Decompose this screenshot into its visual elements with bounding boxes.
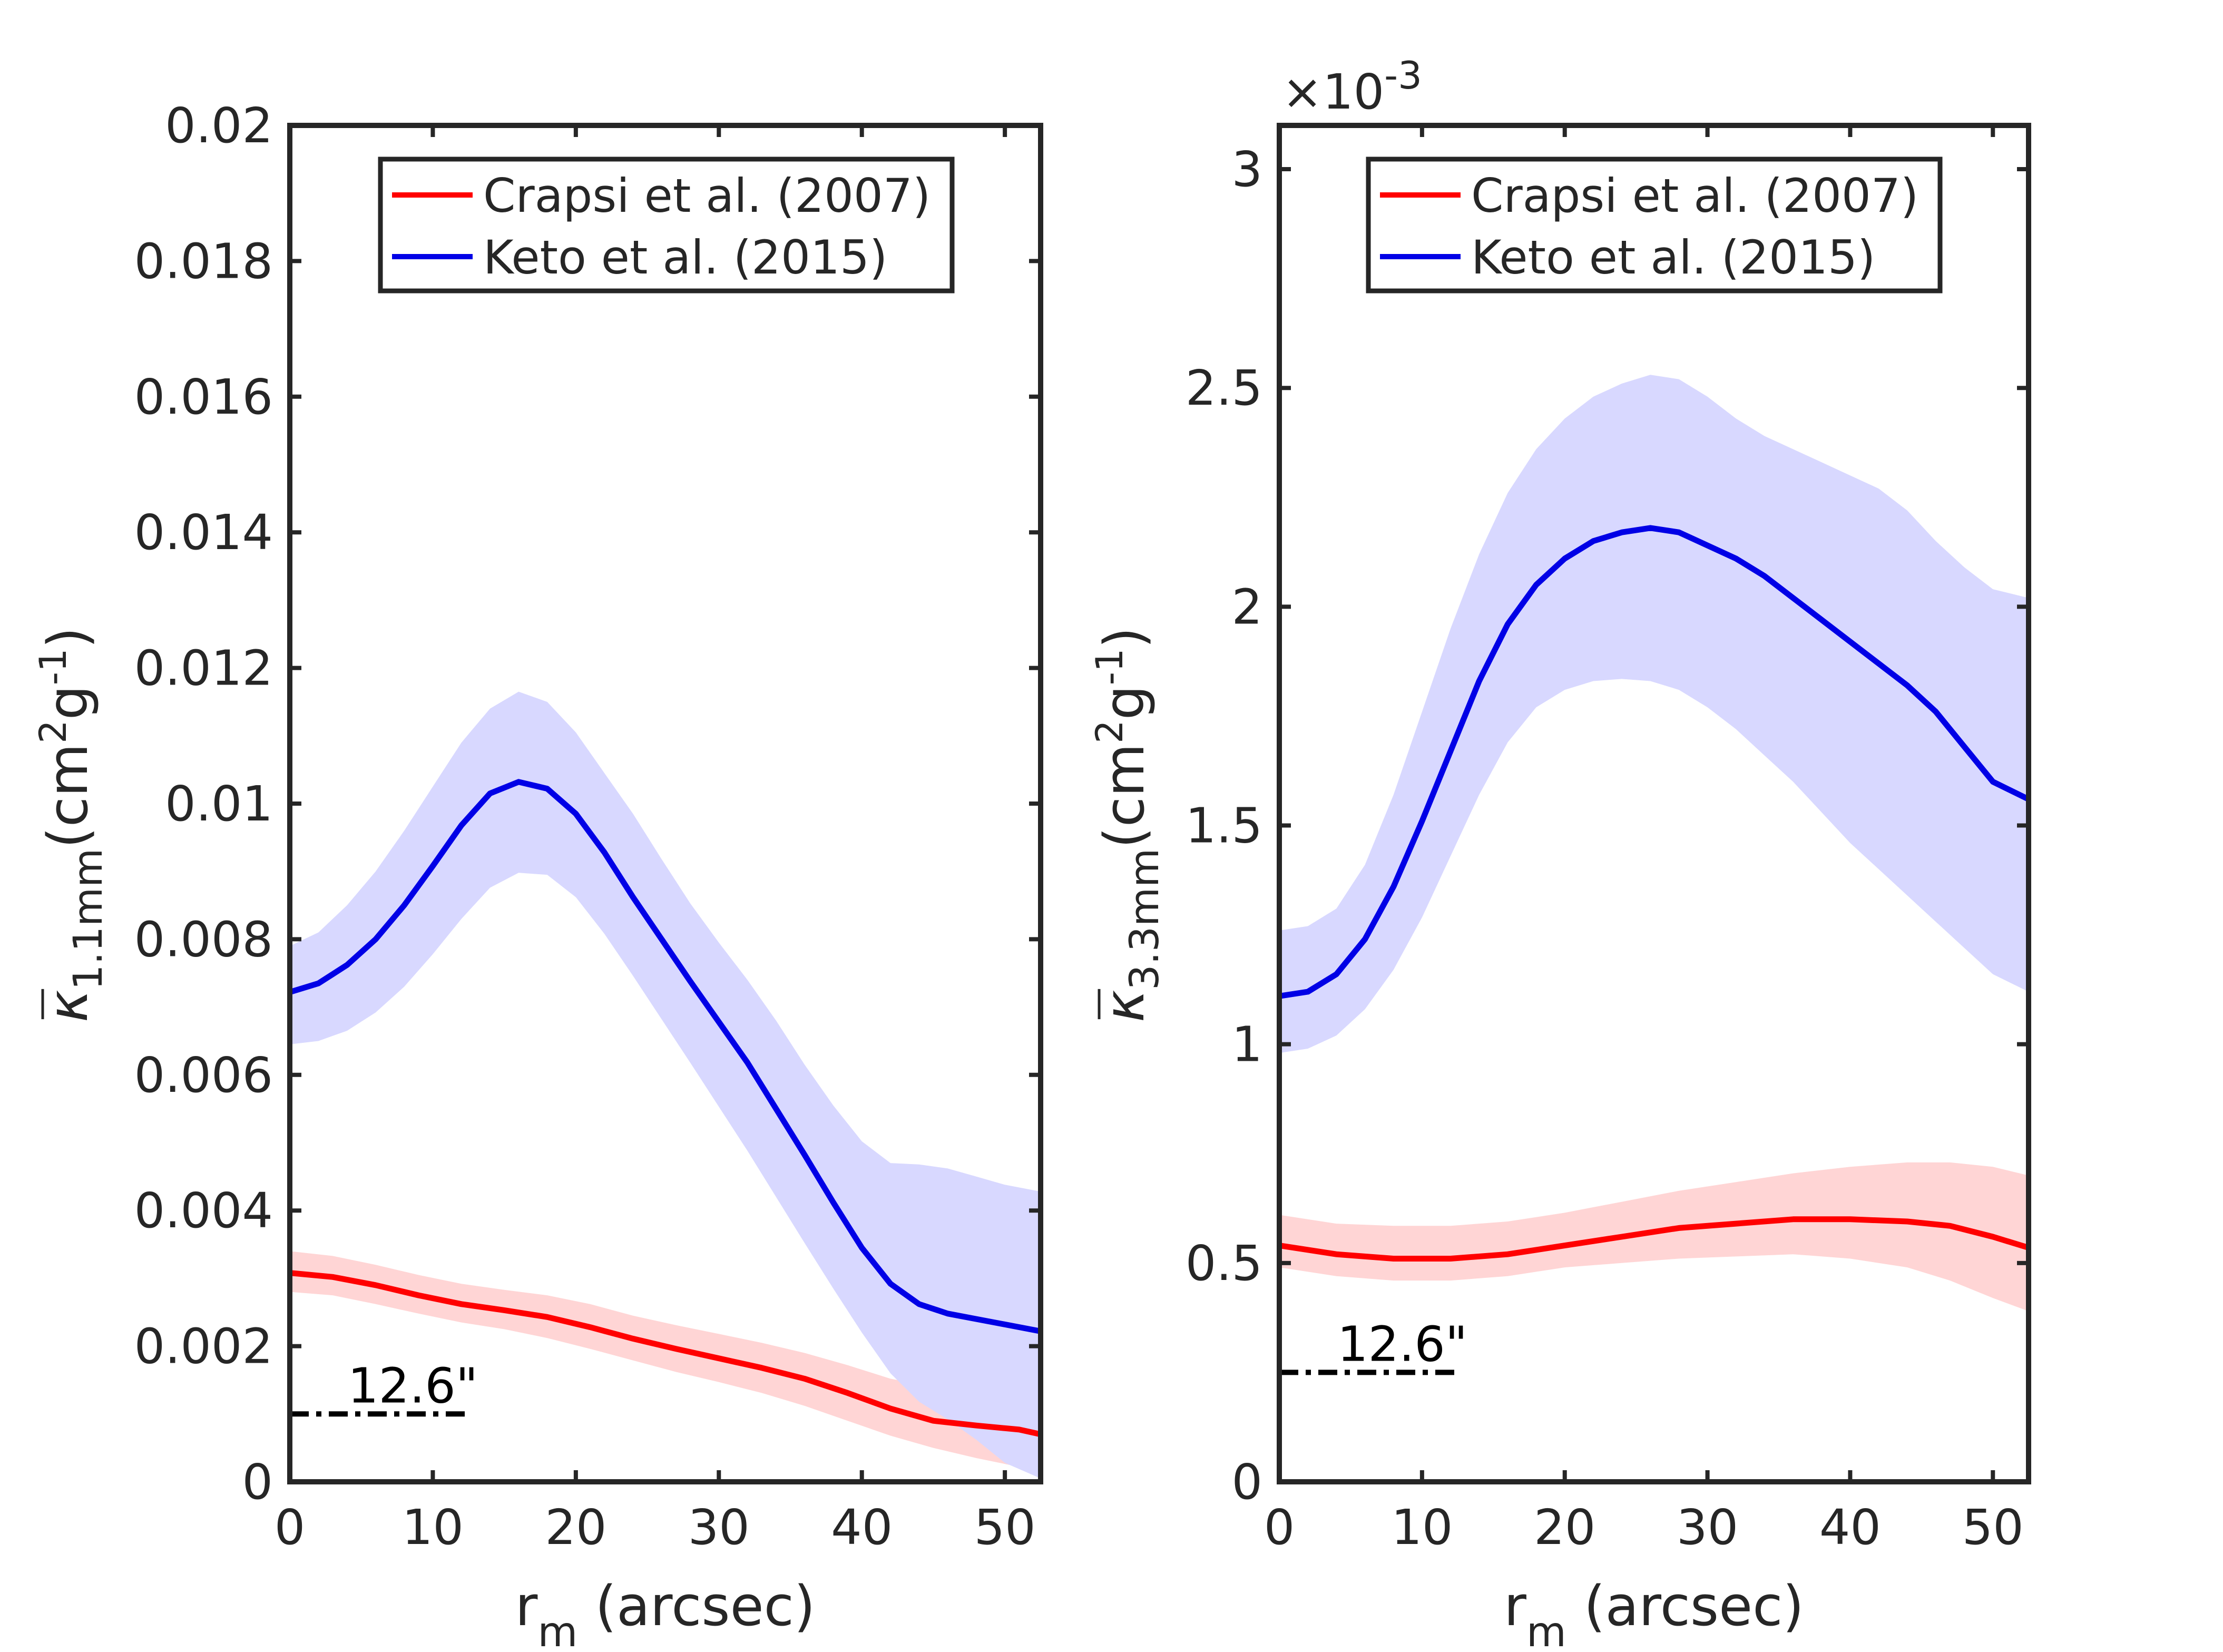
right-y-axis-label-end: ) [1092,627,1157,649]
x-tick-label: 50 [1962,1499,2024,1556]
right-panel-beam-annotation: 12.6" [1279,1316,1467,1375]
left-y-axis-label-units: (cm [36,744,100,848]
right-x-axis-label: rm (arcsec) [1504,1574,1804,1652]
right-plot-frame [1277,123,2031,1484]
left-y-ticks: 0 0.002 0.004 0.006 0.008 0.01 0.012 0.014 0.016… [134,97,1041,1510]
x-tick-label: 10 [402,1499,464,1556]
right-legend-label-crapsi: Crapsi et al. (2007) [1471,169,1918,223]
y-tick-label: 1 [1231,1016,1262,1073]
y-tick-label: 2.5 [1186,360,1262,416]
x-tick-label: 50 [974,1499,1036,1556]
right-panel-bands [1279,375,2029,1312]
left-panel-lines [290,779,1041,1438]
y-tick-label: 0.01 [165,776,273,832]
y-tick-label: 0.018 [134,233,273,289]
left-legend: Crapsi et al. (2007) Keto et al. (2015) [378,157,955,294]
x-tick-label: 10 [1391,1499,1453,1556]
y-tick-label: 0.016 [134,369,273,425]
x-tick-label: 30 [688,1499,750,1556]
y-tick-label: 0.008 [134,911,273,967]
x-tick-label: 20 [1534,1499,1595,1556]
right-y-axis-label-sub: 3.3mm [1121,848,1168,990]
right-panel-lines [1279,525,2029,1262]
series-line-keto [290,779,1041,1334]
left-y-axis-label-end: ) [36,627,100,649]
right-y-axis-label: κ3.3mm(cm2g-1) [1088,627,1168,1022]
right-y-axis-exponent-power: -3 [1384,53,1422,97]
right-y-ticks: 0 0.5 1 1.5 2 2.5 3 [1186,141,2029,1510]
right-y-axis-label-exp: 2 [1088,720,1131,744]
left-x-ticks: 0 10 20 30 40 50 [275,125,1036,1556]
y-tick-label: 0.002 [134,1318,273,1375]
left-legend-label-crapsi: Crapsi et al. (2007) [483,169,931,223]
right-legend: Crapsi et al. (2007) Keto et al. (2015) [1366,157,1943,294]
right-y-axis-label-units: (cm [1092,744,1157,848]
left-legend-box [378,157,955,294]
right-y-axis-label-symbol: κ [1092,990,1157,1022]
left-y-axis-label: κ1.1mm(cm2g-1) [32,627,111,1022]
right-y-axis-label-mid: g [1092,685,1157,720]
y-tick-label: 0.02 [165,97,273,154]
series-line-crapsi [1279,1216,2029,1262]
right-y-axis-label-group: κ3.3mm(cm2g-1) [1088,627,1168,1022]
band-crapsi [1279,1162,2029,1312]
y-tick-label: 3 [1231,141,1262,198]
left-y-axis-label-mid: g [36,685,100,720]
y-tick-label: 0 [1231,1454,1262,1510]
left-panel-beam-annotation: 12.6" [290,1357,478,1417]
right-y-axis-exponent-base: ×10 [1282,64,1384,120]
y-tick-label: 0.004 [134,1182,273,1239]
beam-size-label: 12.6" [1337,1316,1467,1372]
band-keto [1279,375,2029,1053]
right-legend-box [1366,157,1943,294]
left-y-axis-label-sub: 1.1mm [64,848,111,990]
y-tick-label: 2 [1231,579,1262,635]
x-tick-label: 20 [545,1499,606,1556]
right-x-axis-label-sub: m [1526,1609,1566,1652]
x-tick-label: 30 [1677,1499,1738,1556]
x-tick-label: 40 [1819,1499,1881,1556]
y-tick-label: 0.014 [134,504,273,561]
left-y-axis-label-exp2: -1 [32,648,75,685]
x-tick-label: 0 [1264,1499,1295,1556]
left-x-axis-label-suffix: (arcsec) [577,1574,815,1638]
x-tick-label: 40 [831,1499,893,1556]
left-x-axis-label-sub: m [537,1609,577,1652]
left-x-axis-label: rm (arcsec) [515,1574,816,1652]
right-y-axis-exponent: ×10-3 [1282,53,1422,120]
right-x-axis-label-suffix: (arcsec) [1566,1574,1804,1638]
band-keto [290,691,1041,1479]
series-line-crapsi [290,1270,1041,1438]
series-line-keto [1279,525,2029,999]
y-tick-label: 1.5 [1186,798,1262,854]
right-legend-label-keto: Keto et al. (2015) [1471,230,1875,285]
y-tick-label: 0.5 [1186,1235,1262,1292]
y-tick-label: 0.012 [134,640,273,697]
right-x-ticks: 0 10 20 30 40 50 [1264,125,2024,1556]
right-x-axis-label-main: r [1504,1574,1526,1638]
left-y-axis-label-symbol: κ [36,990,100,1022]
beam-size-label: 12.6" [348,1357,478,1414]
left-panel: 12.6" 0 10 20 30 40 50 00.0020.0040.0060.0080… [32,97,1043,1652]
left-y-axis-label-exp: 2 [32,720,75,744]
y-tick-label: 0.006 [134,1047,273,1103]
x-tick-label: 0 [275,1499,306,1556]
left-legend-label-keto: Keto et al. (2015) [483,230,887,285]
y-tick-label: 0 [242,1454,273,1510]
right-panel: 12.6" 0 10 20 30 40 50 0 0.5 1 1.5 2 2.5 3 ×10-3 rm… [1088,53,2031,1652]
left-x-axis-label-main: r [515,1574,538,1638]
right-y-axis-label-exp2: -1 [1088,648,1131,685]
left-y-axis-label-group: κ1.1mm(cm2g-1) [32,627,111,1022]
